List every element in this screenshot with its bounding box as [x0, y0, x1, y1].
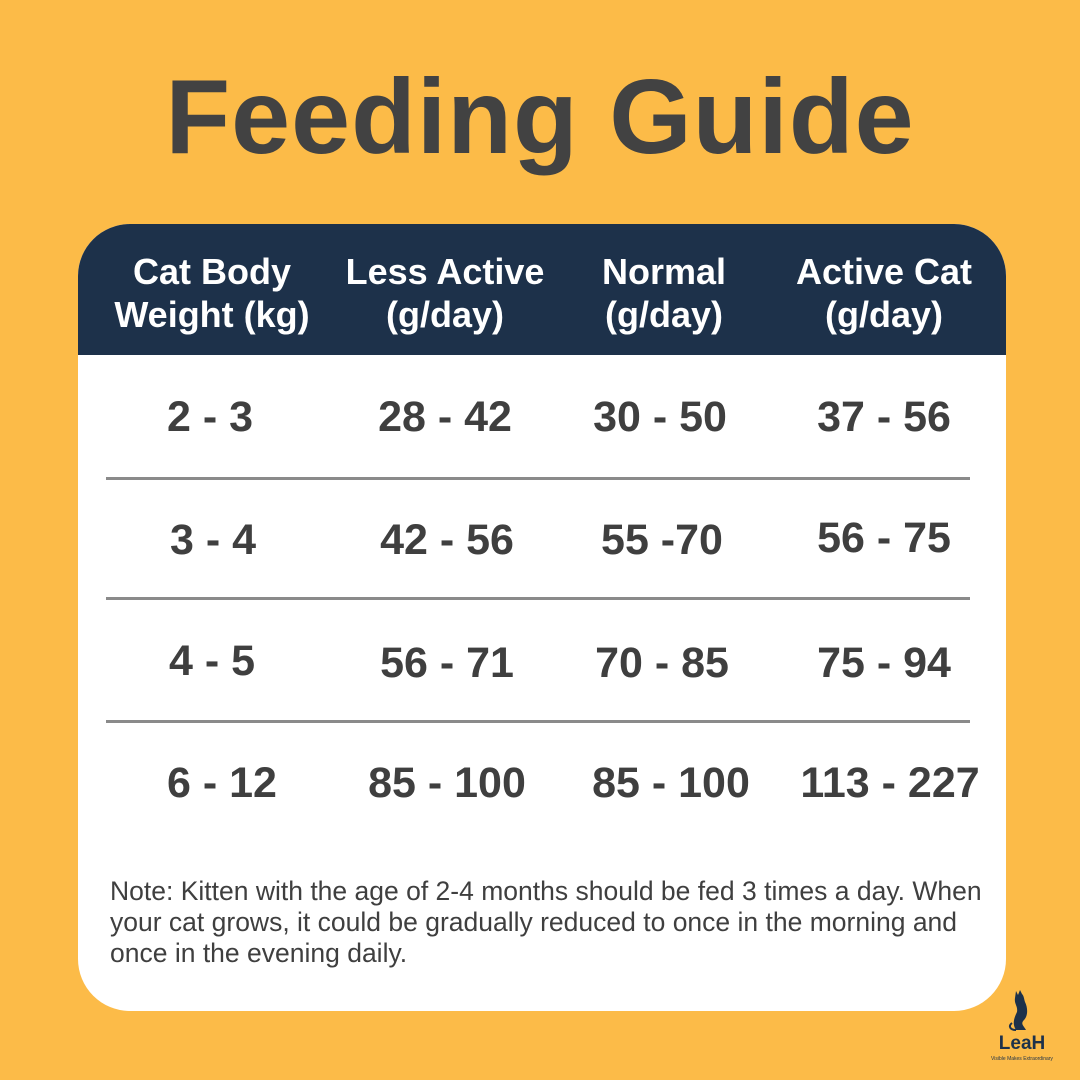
page-title: Feeding Guide — [165, 58, 915, 176]
header-normal: Normal (g/day) — [554, 250, 774, 336]
table-cell: 42 - 56 — [380, 516, 514, 564]
logo-name: LeaH — [998, 1033, 1046, 1054]
header-line: (g/day) — [604, 294, 723, 335]
header-less-active: Less Active (g/day) — [320, 250, 570, 336]
header-line: Active Cat — [795, 251, 973, 292]
row-divider — [106, 477, 970, 480]
feeding-note: Note: Kitten with the age of 2-4 months … — [110, 876, 982, 968]
feeding-table-card: Cat Body Weight (kg) Less Active (g/day)… — [78, 224, 1006, 1011]
table-cell: 3 - 4 — [169, 516, 257, 564]
header-active-cat: Active Cat (g/day) — [764, 250, 1004, 336]
header-line: (g/day) — [385, 294, 504, 335]
table-cell: 28 - 42 — [378, 393, 512, 441]
table-cell: 37 - 56 — [817, 393, 951, 441]
table-cell: 113 - 227 — [800, 759, 980, 807]
row-divider — [106, 597, 970, 600]
table-cell: 56 - 71 — [380, 639, 514, 687]
header-line: Less Active — [345, 251, 545, 292]
header-line: Normal — [601, 251, 727, 292]
table-cell: 85 - 100 — [368, 759, 526, 807]
table-cell: 55 -70 — [601, 516, 723, 564]
row-divider — [106, 720, 970, 723]
header-line: Cat Body — [132, 251, 291, 292]
table-cell: 70 - 85 — [595, 639, 729, 687]
header-body-weight: Cat Body Weight (kg) — [78, 250, 346, 336]
header-line: Weight (kg) — [114, 294, 310, 335]
table-cell: 4 - 5 — [168, 637, 256, 685]
brand-logo: LeaH Visible Makes Extraordinary — [990, 990, 1054, 1070]
table-cell: 6 - 12 — [167, 759, 277, 807]
table-cell: 30 - 50 — [593, 393, 727, 441]
logo-tagline: Visible Makes Extraordinary — [991, 1056, 1053, 1062]
header-line: (g/day) — [824, 294, 943, 335]
table-cell: 56 - 75 — [817, 514, 951, 562]
table-cell: 75 - 94 — [817, 639, 951, 687]
cat-icon — [1008, 990, 1028, 1031]
table-header: Cat Body Weight (kg) Less Active (g/day)… — [78, 224, 1006, 355]
table-cell: 85 - 100 — [592, 759, 750, 807]
table-cell: 2 - 3 — [166, 393, 254, 441]
